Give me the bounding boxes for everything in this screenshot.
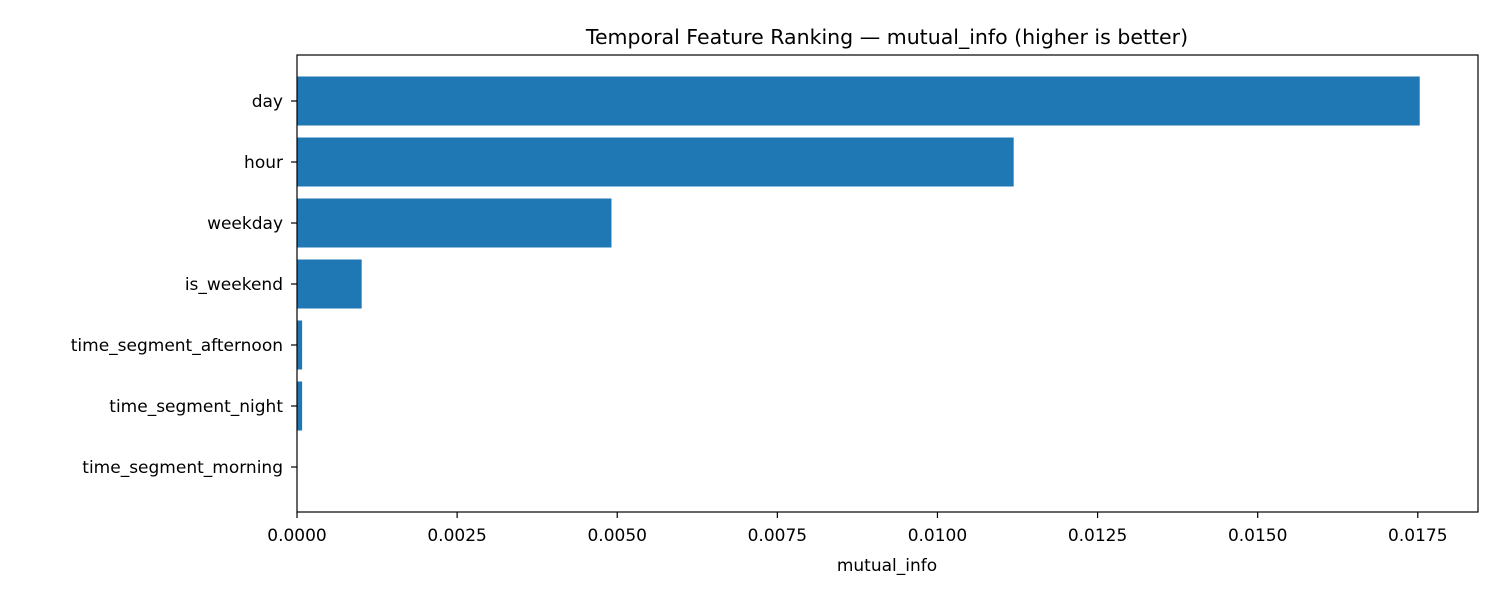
x-tick-label-1: 0.0025	[427, 526, 486, 546]
x-axis-label: mutual_info	[837, 556, 937, 576]
bar-hour	[297, 137, 1014, 187]
y-tick-label-hour: hour	[244, 153, 283, 173]
y-axis: day hour weekday is_weekend time_segment_aft…	[71, 92, 297, 478]
bar-day	[297, 76, 1420, 126]
y-tick-label-time_segment_afternoon: time_segment_afternoon	[71, 336, 283, 356]
y-tick-label-day: day	[252, 92, 283, 112]
bar-is_weekend	[297, 259, 362, 309]
y-tick-label-is_weekend: is_weekend	[185, 275, 283, 295]
x-tick-label-7: 0.0175	[1388, 526, 1447, 546]
plot-frame	[296, 54, 1479, 513]
chart-title: Temporal Feature Ranking — mutual_info (…	[585, 25, 1188, 50]
x-tick-label-5: 0.0125	[1068, 526, 1127, 546]
bar-time_segment_afternoon	[297, 320, 303, 370]
x-tick-label-4: 0.0100	[908, 526, 967, 546]
x-tick-label-0: 0.0000	[267, 526, 326, 546]
y-tick-label-weekday: weekday	[207, 214, 283, 234]
x-tick-label-2: 0.0050	[587, 526, 646, 546]
bar-weekday	[297, 198, 612, 248]
bar-time_segment_night	[297, 381, 303, 431]
y-tick-label-time_segment_morning: time_segment_morning	[82, 458, 283, 478]
bars	[297, 76, 1420, 431]
y-tick-label-time_segment_night: time_segment_night	[109, 397, 283, 417]
x-tick-label-6: 0.0150	[1228, 526, 1287, 546]
x-tick-label-3: 0.0075	[748, 526, 807, 546]
x-axis: 0.0000 0.0025 0.0050 0.0075 0.0100 0.0125 0.01…	[267, 512, 1448, 546]
